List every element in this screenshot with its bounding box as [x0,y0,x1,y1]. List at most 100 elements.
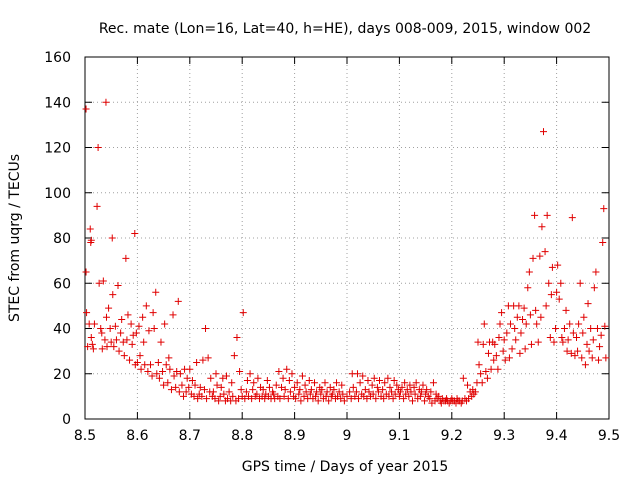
data-point [527,340,535,348]
data-point [566,320,574,328]
data-point [563,347,571,355]
data-point [542,302,550,310]
data-point [474,338,482,346]
data-point [355,395,363,403]
data-point [560,325,568,332]
y-tick-label: 140 [44,95,71,111]
data-point [580,313,588,321]
data-point [118,315,126,323]
data-point [152,288,160,296]
data-point [540,128,547,136]
data-point [480,320,488,328]
data-point [313,388,321,396]
data-point [150,325,158,332]
grid [85,57,609,419]
data-point [593,325,601,332]
data-point [590,284,598,292]
data-point [583,340,591,348]
y-tick-label: 0 [62,412,71,428]
data-point [204,354,212,362]
data-point [505,354,513,362]
data-point [211,395,219,403]
data-point [330,386,338,394]
data-point [230,352,238,360]
data-point [499,347,507,355]
data-point [571,352,579,360]
data-point [351,392,359,400]
data-point [421,397,429,405]
data-point [380,395,388,403]
data-point [407,388,415,396]
data-point [229,392,237,400]
data-point [403,386,411,394]
data-point [389,395,397,403]
data-point [396,388,404,396]
data-point [114,282,122,290]
data-point [301,381,309,389]
data-point [131,229,139,237]
data-point [99,277,107,285]
data-point [365,388,373,396]
data-point [364,377,372,385]
data-point [537,313,545,321]
axes [84,56,610,420]
data-point [500,336,508,344]
data-point [515,302,523,310]
data-point [379,386,387,394]
data-point [190,392,198,400]
data-point [111,322,119,330]
tick-labels: 8.5 8.6 8.7 8.8 8.9 9 9.1 9.2 9.3 9.4 9.5 0 20 40 60 80… [44,50,620,444]
data-point [246,370,254,378]
data-point [167,386,175,394]
data-point [196,383,204,391]
data-point [512,336,520,344]
data-point [369,390,377,398]
data-point [602,354,610,362]
data-point [361,386,369,394]
data-point [478,379,486,387]
x-tick-label: 8.9 [283,428,305,444]
data-point [416,392,424,400]
data-point [239,309,247,317]
data-point [328,390,336,398]
data-point [484,349,492,357]
data-point [543,211,551,219]
data-point [180,392,188,400]
data-point [496,320,504,328]
data-point [475,361,483,369]
data-point [384,374,392,382]
data-point [599,239,607,247]
data-point [283,365,291,373]
data-point [587,325,595,332]
data-point [503,329,511,337]
data-point [600,205,608,213]
data-point [120,352,128,360]
data-point [339,390,347,398]
data-point [86,225,94,233]
data-point [281,386,289,394]
data-point [144,367,152,375]
y-tick-label: 160 [44,50,71,66]
data-point [102,313,110,321]
data-point [285,377,293,385]
data-point [596,343,604,351]
data-point [202,325,210,332]
data-point [243,377,251,385]
data-point [435,392,443,400]
data-point [220,390,228,398]
data-point [207,374,215,382]
data-point [280,392,288,400]
data-point [558,334,566,342]
data-point [524,284,532,292]
data-point [349,383,357,391]
data-point [547,291,555,299]
data-point [209,388,217,396]
data-point [477,370,485,378]
x-axis-label: GPS time / Days of year 2015 [242,459,449,475]
data-point [165,354,173,362]
y-tick-label: 40 [53,322,71,338]
data-point [164,379,172,387]
data-point [270,390,278,398]
data-point [573,334,581,342]
